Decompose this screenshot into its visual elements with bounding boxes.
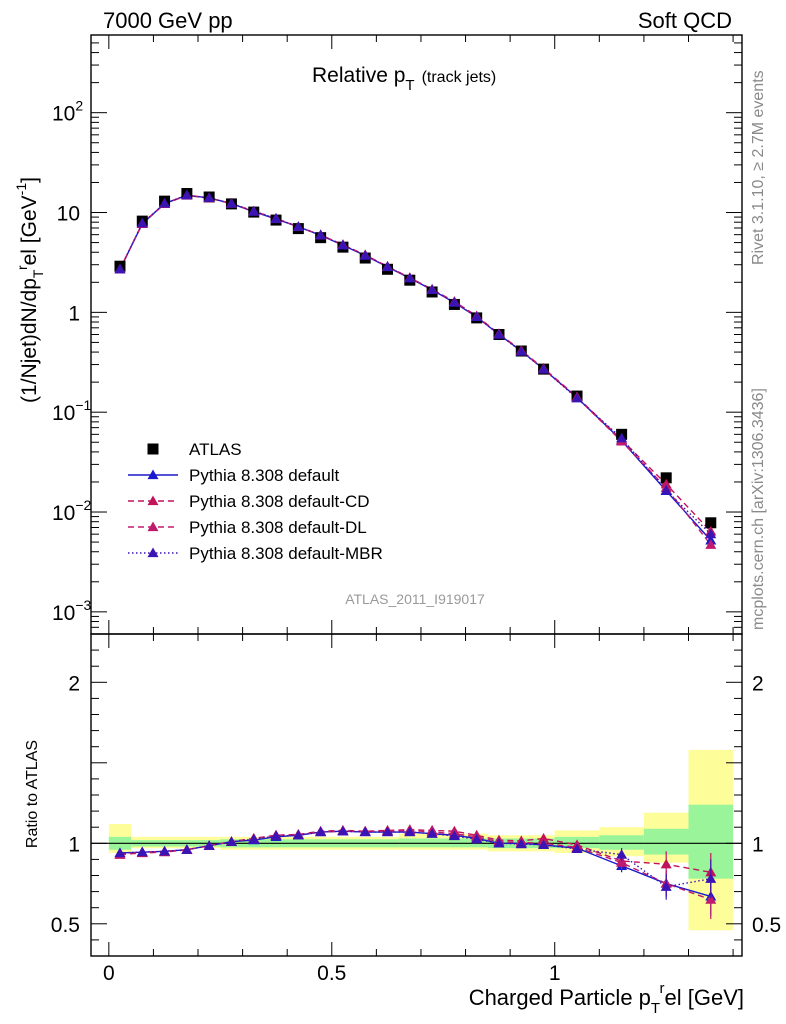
- rivet-label: Rivet 3.1.10, ≥ 2.7M events: [750, 70, 767, 265]
- x-tick-label: 0.5: [317, 962, 346, 985]
- ratio-point-mbr: [114, 847, 126, 858]
- y-tick-label: 10−1: [52, 397, 92, 425]
- legend-label-default: Pythia 8.308 default: [189, 466, 340, 485]
- data-point-mbr: [471, 311, 483, 322]
- ratio-point-mbr: [616, 849, 628, 859]
- header-left: 7000 GeV pp: [103, 8, 233, 33]
- ratio-point-mbr: [248, 833, 260, 844]
- x-axis-label: Charged Particle pTrel [GeV]: [469, 980, 744, 1017]
- ratio-point-mbr: [571, 843, 583, 854]
- legend: ATLAS Pythia 8.308 default Pythia 8.308 de…: [128, 440, 383, 563]
- data-point-mbr: [382, 261, 394, 271]
- ratio-point-mbr: [203, 840, 215, 850]
- data-point-mbr: [136, 217, 148, 228]
- y-tick-label: 1: [68, 833, 80, 856]
- ratio-point-mbr: [705, 873, 717, 883]
- y-tick-label: 102: [52, 98, 83, 126]
- data-point-mbr: [248, 205, 260, 216]
- uncertainty-band-green: [599, 835, 644, 850]
- x-tick-label: 0: [103, 962, 115, 985]
- ratio-point-mbr: [471, 833, 483, 844]
- legend-label-atlas: ATLAS: [189, 440, 242, 459]
- data-point-mbr: [159, 198, 171, 208]
- data-point-mbr: [493, 329, 505, 339]
- data-point-dl: [705, 539, 717, 549]
- y-tick-label-right: 0.5: [752, 914, 781, 937]
- data-point-atlas: [705, 517, 717, 529]
- data-point-mbr: [270, 213, 282, 223]
- data-point-mbr: [515, 346, 527, 356]
- data-point-mbr: [616, 432, 628, 443]
- header-right: Soft QCD: [638, 8, 732, 33]
- y-tick-label: 10−2: [52, 497, 92, 525]
- legend-marker-mbr: [147, 547, 159, 558]
- main-panel: 10−3 10−2 10−1 1 10 102: [52, 34, 743, 635]
- ratio-point-cd: [538, 832, 550, 843]
- ratio-point-mbr: [448, 830, 460, 841]
- data-point-mbr: [404, 272, 416, 283]
- legend-marker-cd: [147, 495, 159, 506]
- series-line-default: [119, 194, 712, 541]
- y-tick-label: 10−3: [52, 597, 92, 625]
- ratio-point-mbr: [270, 830, 282, 841]
- y-tick-label: 2: [68, 672, 80, 695]
- ratio-point-mbr: [660, 881, 672, 891]
- data-point-mbr: [315, 229, 327, 240]
- ratio-point-mbr: [337, 825, 349, 836]
- data-point-mbr: [292, 221, 304, 231]
- ratio-point-mbr: [404, 826, 416, 837]
- y-tick-label-right: 1: [752, 833, 764, 856]
- ratio-point-dl: [705, 894, 717, 904]
- ratio-point-mbr: [515, 838, 527, 849]
- data-point-mbr: [426, 284, 438, 294]
- data-point-atlas: [660, 472, 672, 484]
- ratio-point-mbr: [493, 837, 505, 848]
- y-tick-label: 1: [68, 302, 80, 325]
- ratio-point-mbr: [315, 826, 327, 837]
- ratio-point-mbr: [538, 839, 550, 850]
- analysis-watermark: ATLAS_2011_I919017: [345, 591, 485, 607]
- data-point-mbr: [181, 189, 193, 200]
- ratio-point-dl: [616, 857, 628, 867]
- ratio-point-mbr: [181, 844, 193, 854]
- ratio-point-mbr: [159, 845, 171, 856]
- legend-marker-dl: [147, 521, 159, 532]
- ratio-line-dl: [119, 829, 712, 901]
- data-point-mbr: [337, 239, 349, 250]
- y-tick-label: 0.5: [51, 914, 80, 937]
- ratio-panel: 0 0.5 1 0.5 0.5 1 1 2 2: [51, 35, 781, 985]
- legend-label-dl: Pythia 8.308 default-DL: [189, 518, 367, 537]
- ratio-point-mbr: [136, 846, 148, 857]
- legend-label-mbr: Pythia 8.308 default-MBR: [189, 544, 383, 563]
- ratio-point-mbr: [426, 828, 438, 838]
- series-line-mbr: [119, 194, 712, 535]
- y-tick-label-right: 2: [752, 672, 764, 695]
- legend-marker-atlas: [147, 443, 159, 455]
- ratio-point-mbr: [292, 829, 304, 840]
- uncertainty-band-green: [643, 828, 689, 855]
- mcplots-label: mcplots.cern.ch [arXiv:1306.3436]: [750, 388, 767, 630]
- data-point-mbr: [203, 192, 215, 203]
- data-point-mbr: [359, 249, 371, 260]
- ratio-point-mbr: [382, 826, 394, 837]
- ratio-point-mbr: [359, 826, 371, 837]
- data-point-mbr: [705, 528, 717, 539]
- data-point-mbr: [571, 392, 583, 403]
- ratio-y-axis-label: Ratio to ATLAS: [24, 740, 41, 848]
- y-tick-label: 10: [57, 203, 80, 226]
- data-point-mbr: [114, 263, 126, 274]
- ratio-point-mbr: [225, 836, 237, 846]
- ratio-frame: [90, 633, 743, 957]
- ratio-point-cd: [660, 858, 672, 869]
- main-y-axis-label: (1/Njet)dN/dpTrel [GeV-1]: [13, 177, 46, 403]
- legend-label-cd: Pythia 8.308 default-CD: [189, 492, 370, 511]
- main-title: Relative pT (track jets): [312, 64, 496, 94]
- data-point-mbr: [448, 296, 460, 307]
- data-point-mbr: [538, 363, 550, 374]
- data-point-mbr: [225, 198, 237, 208]
- x-tick-label: 1: [549, 962, 561, 985]
- data-point-mbr: [660, 484, 672, 495]
- legend-marker-default: [147, 469, 159, 480]
